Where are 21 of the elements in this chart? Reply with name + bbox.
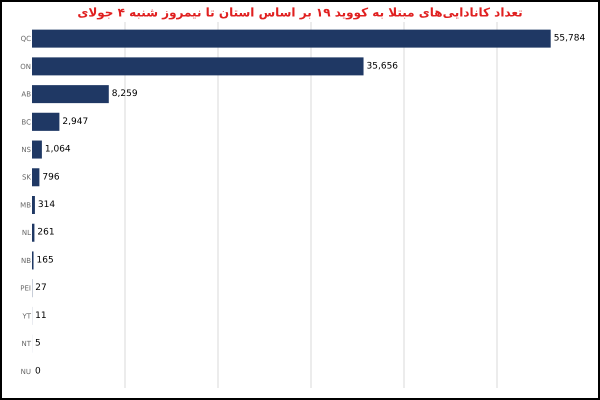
bar <box>32 30 551 48</box>
bar <box>32 57 364 76</box>
bar <box>32 112 60 131</box>
bar <box>32 196 35 214</box>
data-label: 8,259 <box>112 89 138 100</box>
data-label: 11 <box>35 310 47 321</box>
data-label: 1,064 <box>44 144 71 155</box>
data-label: 55,784 <box>554 34 586 44</box>
data-label: 0 <box>35 366 41 376</box>
bar <box>32 140 42 159</box>
data-label: 35,656 <box>366 61 398 72</box>
data-label: 796 <box>42 172 60 182</box>
bar <box>32 168 40 186</box>
data-label: 165 <box>36 255 54 266</box>
bar <box>32 85 109 104</box>
data-label: 314 <box>38 200 56 210</box>
chart-title: تعداد کانادایی‌های مبتلا به کووید ۱۹ بر اساس استان تا نیمروز شنبه ۴ جولای <box>77 5 523 20</box>
data-label: 2,947 <box>62 116 88 127</box>
data-label: 27 <box>35 283 47 294</box>
data-label: 5 <box>35 338 41 349</box>
data-label: 261 <box>37 228 55 238</box>
